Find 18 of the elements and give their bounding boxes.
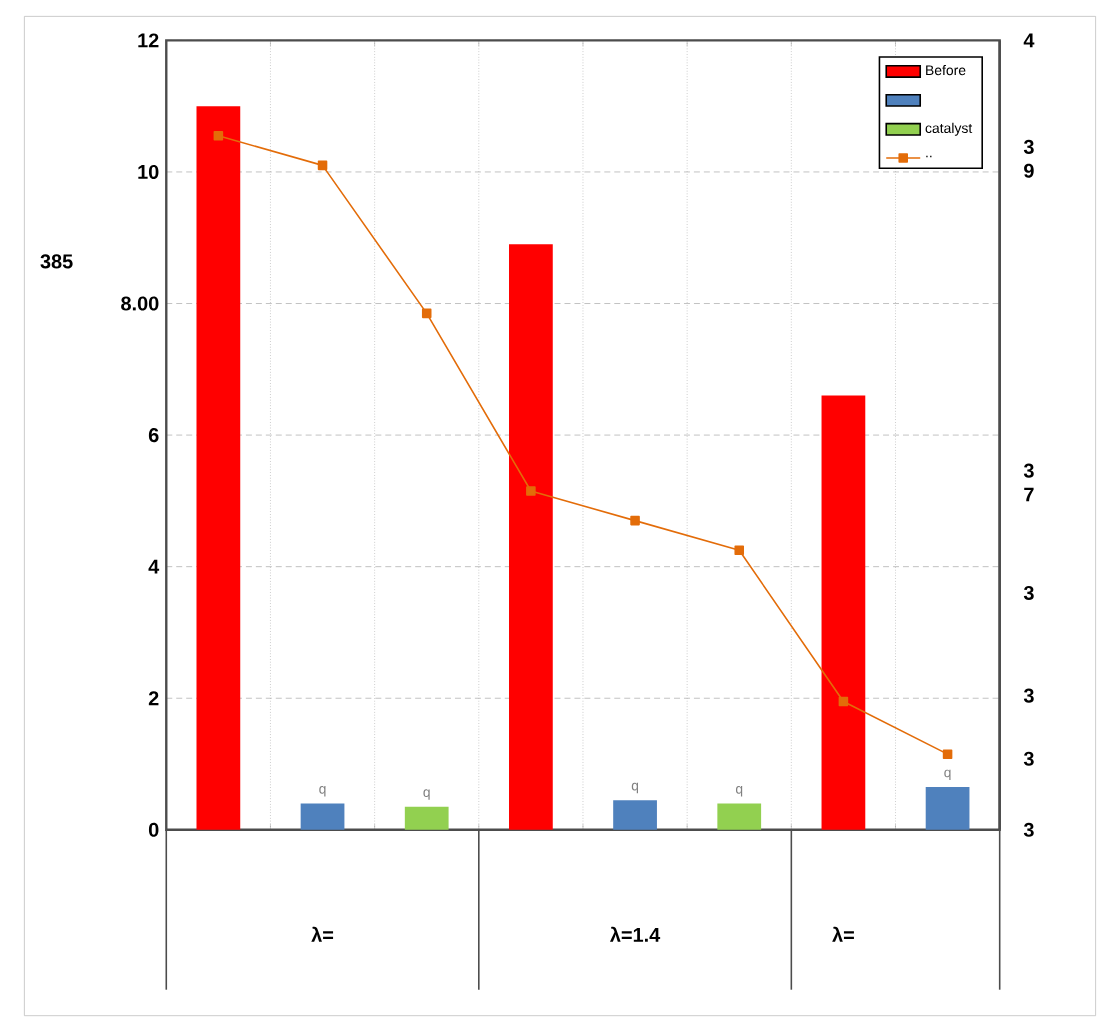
x-tick-label: λ= <box>832 926 854 942</box>
y-tick-label: 6 <box>148 428 159 443</box>
text: 4 <box>1023 33 1035 48</box>
text: 3 <box>1023 688 1034 703</box>
y-tick-label: 2 <box>148 691 159 706</box>
y-tick-label: 12 <box>138 33 159 48</box>
y-tick-label: 10 <box>138 164 159 179</box>
text: 385 <box>40 254 73 269</box>
x-tick-label: λ= <box>311 926 334 942</box>
text: 3 <box>1023 585 1034 601</box>
y-tick-label: 0 <box>148 822 159 837</box>
text: 3 <box>1023 751 1034 766</box>
y-tick-label: 8.00 <box>121 296 159 311</box>
text: 3 <box>1023 822 1034 837</box>
y-tick-label: 4 <box>148 559 160 574</box>
text: 3 7 <box>1023 463 1034 502</box>
text: 3 9 <box>1023 139 1034 178</box>
x-tick-label: λ=1.4 <box>609 926 661 942</box>
